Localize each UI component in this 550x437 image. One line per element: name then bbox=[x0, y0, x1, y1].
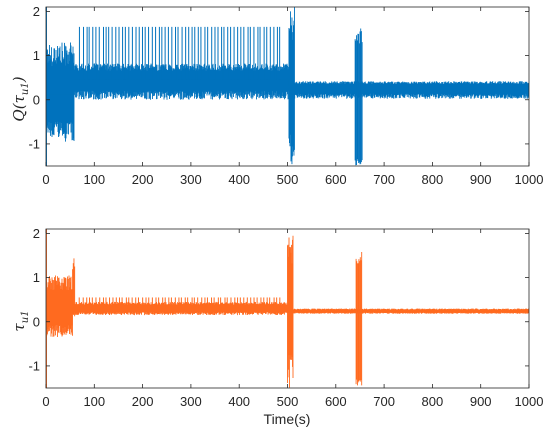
series-line-group bbox=[46, 229, 529, 388]
x-tick-label: 600 bbox=[325, 172, 347, 187]
series-line-group bbox=[46, 7, 529, 166]
x-tick-label: 900 bbox=[470, 172, 492, 187]
y-tick-label: 2 bbox=[33, 226, 40, 241]
x-tick-label: 200 bbox=[132, 172, 154, 187]
y-tick-label: 2 bbox=[33, 4, 40, 19]
y-tick-label: 0 bbox=[33, 92, 40, 107]
x-tick-label: 100 bbox=[83, 394, 105, 409]
panel-q-tau: 0 100 200 300 400 500 600 700 800 900 1000 -1 0 1 2 Q(… bbox=[10, 4, 543, 187]
initial-transient bbox=[46, 7, 47, 166]
signal-band bbox=[46, 7, 529, 165]
series-tau bbox=[46, 229, 529, 388]
y-tick-label: 0 bbox=[33, 314, 40, 329]
signal-mean bbox=[46, 79, 529, 96]
x-tick-label: 700 bbox=[373, 172, 395, 187]
x-tick-label: 0 bbox=[42, 394, 49, 409]
y-tick-label: -1 bbox=[28, 358, 40, 373]
ticks-top: 0 100 200 300 400 500 600 700 800 900 1000 -1 0 1 2 bbox=[28, 4, 543, 187]
x-tick-label: 800 bbox=[422, 172, 444, 187]
x-tick-label: 200 bbox=[132, 394, 154, 409]
x-tick-label: 500 bbox=[277, 172, 299, 187]
x-axis-title: Time(s) bbox=[264, 411, 311, 427]
y-tick-label: 1 bbox=[33, 48, 40, 63]
x-tick-label: 900 bbox=[470, 394, 492, 409]
x-tick-label: 600 bbox=[325, 394, 347, 409]
panel-tau: 0 100 200 300 400 500 600 700 800 900 1000 -1 0 1 2 τu… bbox=[10, 226, 543, 409]
x-tick-label: 400 bbox=[228, 172, 250, 187]
x-tick-label: 300 bbox=[180, 394, 202, 409]
x-tick-label: 700 bbox=[373, 394, 395, 409]
y-axis-label-bottom: τu1 bbox=[10, 310, 31, 331]
ticks-bottom: 0 100 200 300 400 500 600 700 800 900 1000 -1 0 1 2 bbox=[28, 226, 543, 409]
x-tick-label: 1000 bbox=[515, 172, 544, 187]
x-tick-label: 400 bbox=[228, 394, 250, 409]
x-tick-label: 800 bbox=[422, 394, 444, 409]
y-tick-label: -1 bbox=[28, 136, 40, 151]
x-tick-label: 0 bbox=[42, 172, 49, 187]
y-axis-label-top: Q(τu1) bbox=[10, 76, 31, 121]
series-q-tau bbox=[46, 7, 529, 166]
initial-transient bbox=[46, 229, 47, 388]
x-tick-label: 100 bbox=[83, 172, 105, 187]
x-tick-label: 300 bbox=[180, 172, 202, 187]
x-tick-label: 500 bbox=[277, 394, 299, 409]
x-tick-label: 1000 bbox=[515, 394, 544, 409]
y-tick-label: 1 bbox=[33, 270, 40, 285]
